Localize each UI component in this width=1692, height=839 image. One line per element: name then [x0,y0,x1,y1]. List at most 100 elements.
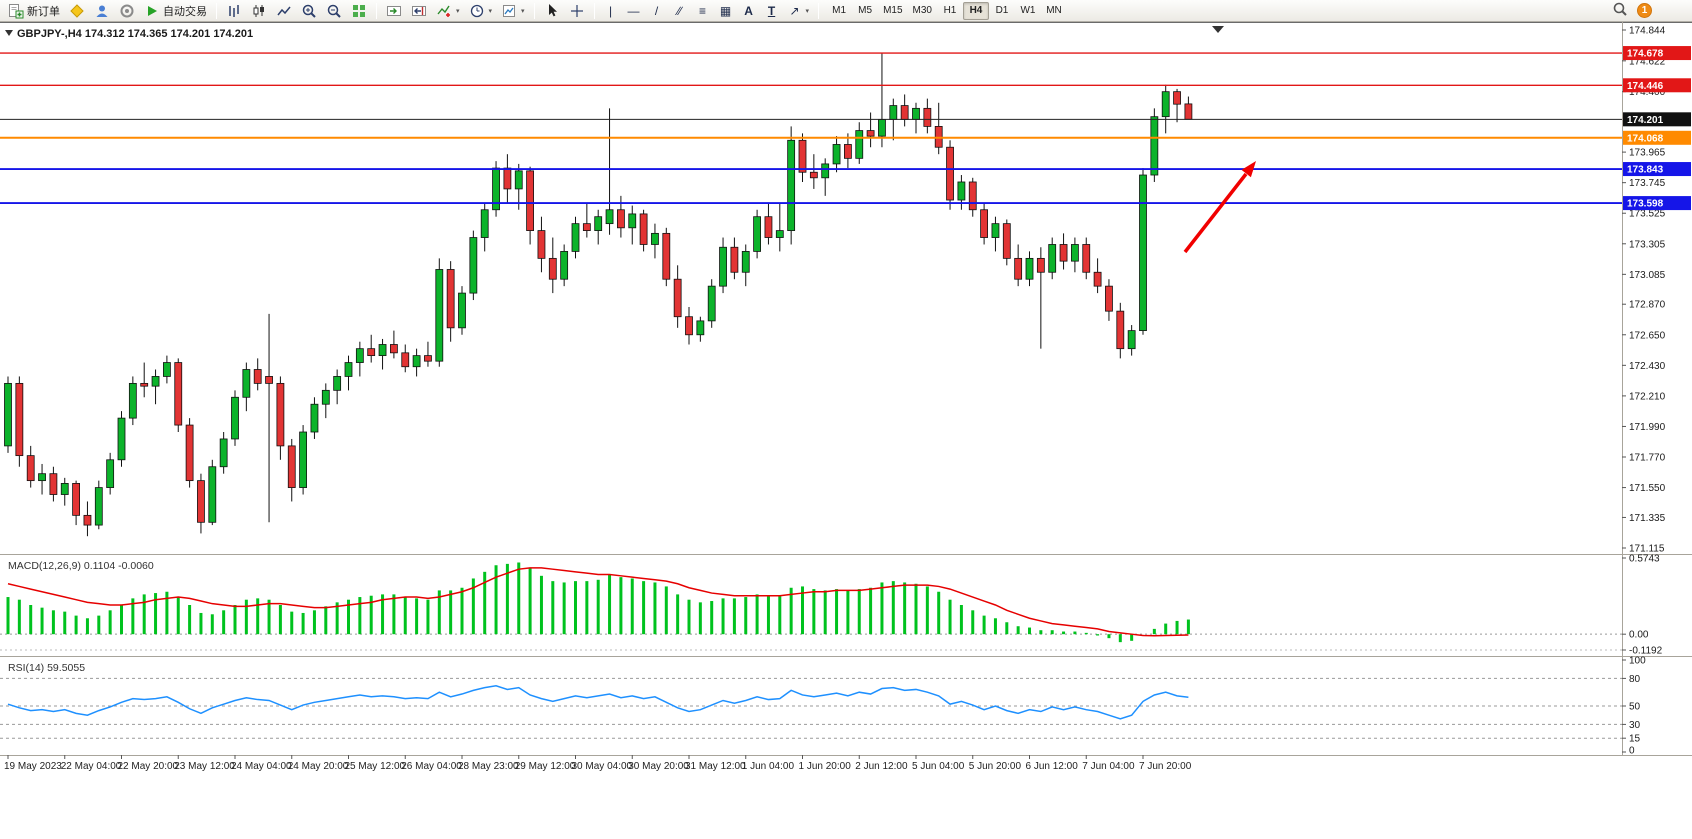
svg-text:29 May 12:00: 29 May 12:00 [515,761,576,772]
zoom-out-icon [326,3,342,19]
cursor-button[interactable] [540,1,564,21]
svg-text:23 May 12:00: 23 May 12:00 [174,761,235,772]
text-label-icon: T [767,3,776,18]
crosshair-icon [569,3,585,19]
timeframe-button-mn[interactable]: MN [1041,2,1067,20]
timeframe-button-m1[interactable]: M1 [826,2,852,20]
text-label-button[interactable]: T [761,1,783,21]
svg-text:0.00: 0.00 [1629,630,1649,641]
svg-text:172.210: 172.210 [1629,391,1666,402]
svg-text:173.085: 173.085 [1629,270,1666,281]
toolbar-separator [216,2,217,19]
metaeditor-button[interactable] [65,1,89,21]
chart-canvas[interactable]: GBPJPY-,H4 174.312 174.365 174.201 174.2… [0,22,1692,839]
new-order-label: 新订单 [27,5,60,18]
chart-line-button[interactable] [272,1,296,21]
arrows-tool-button[interactable]: ↗ ▾ [784,1,814,21]
svg-text:24 May 20:00: 24 May 20:00 [288,761,349,772]
auto-scroll-button[interactable] [382,1,406,21]
shapes-icon: ▦ [719,3,732,18]
fibonacci-button[interactable]: ≡ [692,1,714,21]
profile-button[interactable] [90,1,114,21]
notification-badge[interactable]: 1 [1637,3,1652,18]
svg-text:2 Jun 12:00: 2 Jun 12:00 [855,761,908,772]
toolbar-separator [818,2,820,19]
new-order-icon [8,3,24,19]
channel-button[interactable]: ∕∕ [669,1,691,21]
tile-windows-button[interactable] [347,1,371,21]
svg-text:174.068: 174.068 [1627,133,1664,144]
svg-text:30: 30 [1629,720,1641,731]
templates-button[interactable]: ▾ [497,1,529,21]
svg-text:171.335: 171.335 [1629,513,1666,524]
timeframe-button-h1[interactable]: H1 [937,2,963,20]
vertical-line-button[interactable]: | [600,1,622,21]
svg-text:-0.1192: -0.1192 [1629,646,1663,657]
timeframe-button-m5[interactable]: M5 [852,2,878,20]
svg-text:26 May 04:00: 26 May 04:00 [401,761,462,772]
svg-text:174.678: 174.678 [1627,49,1664,60]
svg-text:100: 100 [1629,656,1646,667]
community-button[interactable] [115,1,139,21]
macd-panel: MACD(12,26,9) 0.1104 -0.0060 0.5743 0.00 -0… [0,554,1663,657]
svg-text:171.550: 171.550 [1629,483,1666,494]
svg-text:MACD(12,26,9) 0.1104 -0.0060: MACD(12,26,9) 0.1104 -0.0060 [8,560,154,572]
timeframe-button-m30[interactable]: M30 [908,2,937,20]
chart-window[interactable]: GBPJPY-,H4 174.312 174.365 174.201 174.2… [0,22,1692,839]
horizontal-level-lines [0,52,1622,204]
shapes-button[interactable]: ▦ [715,1,737,21]
community-icon [119,3,135,19]
new-order-button[interactable]: 新订单 [4,1,64,21]
price-tag [1623,130,1691,145]
tile-windows-icon [351,3,367,19]
price-tag [1623,46,1691,61]
svg-text:174.446: 174.446 [1627,81,1664,92]
price-axis[interactable]: 174.844 174.622 174.400 173.965 173.745 173.5… [1622,26,1691,555]
svg-text:50: 50 [1629,702,1641,713]
trendline-button[interactable]: / [646,1,668,21]
autotrading-button[interactable]: 自动交易 [140,1,211,21]
clock-icon [469,3,485,19]
indicators-button[interactable]: ▾ [432,1,464,21]
chevron-down-icon: ▾ [521,7,525,15]
price-tag [1623,162,1691,177]
svg-text:1 Jun 04:00: 1 Jun 04:00 [742,761,795,772]
zoom-out-button[interactable] [322,1,346,21]
chart-shift-marker [1212,26,1224,33]
timeframe-button-w1[interactable]: W1 [1015,2,1041,20]
zoom-in-button[interactable] [297,1,321,21]
svg-text:174.400: 174.400 [1629,87,1666,98]
svg-text:172.430: 172.430 [1629,361,1666,372]
crosshair-button[interactable] [565,1,589,21]
svg-text:28 May 23:00: 28 May 23:00 [458,761,519,772]
timeframe-toolbar: M1 M5 M15 M30 H1 H4 D1 W1 MN [826,1,1067,20]
template-icon [501,3,517,19]
search-icon[interactable] [1612,1,1628,20]
arrow-tool-icon: ↗ [789,3,800,18]
auto-scroll-icon [386,3,402,19]
svg-text:171.770: 171.770 [1629,453,1666,464]
svg-text:7 Jun 04:00: 7 Jun 04:00 [1082,761,1135,772]
chart-bars-button[interactable] [222,1,246,21]
timeframe-button-h4[interactable]: H4 [962,1,989,20]
autotrading-play-icon [144,3,160,19]
horizontal-line-button[interactable]: — [623,1,645,21]
chart-candles-button[interactable] [247,1,271,21]
svg-text:172.650: 172.650 [1629,330,1666,341]
main-toolbar: 新订单 自动交易 [0,0,1692,22]
text-button[interactable]: A [738,1,760,21]
svg-text:173.525: 173.525 [1629,209,1666,220]
svg-text:25 May 12:00: 25 May 12:00 [345,761,406,772]
periods-button[interactable]: ▾ [465,1,497,21]
chart-shift-button[interactable] [407,1,431,21]
line-chart-icon [276,3,292,19]
rsi-panel: RSI(14) 59.5055 100 80 50 30 150 [0,656,1646,757]
svg-text:30 May 04:00: 30 May 04:00 [572,761,633,772]
timeframe-button-d1[interactable]: D1 [989,2,1015,20]
timeframe-button-m15[interactable]: M15 [878,2,907,20]
profile-icon [94,3,110,19]
chevron-down-icon: ▾ [488,7,493,15]
candlesticks [4,52,1193,537]
